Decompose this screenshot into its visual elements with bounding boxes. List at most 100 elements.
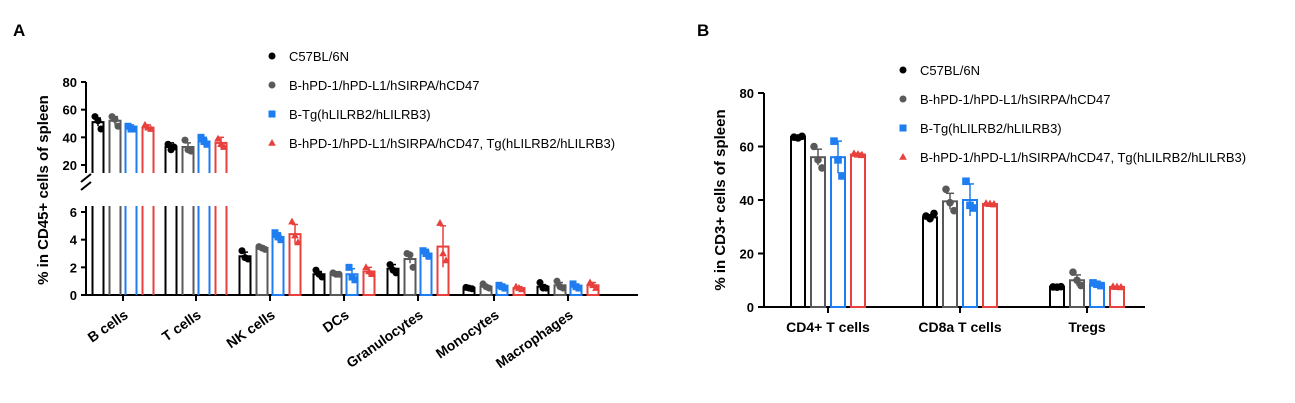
- panel-a-bar: [141, 206, 155, 295]
- panel-a-legend-marker: [268, 52, 276, 60]
- panel-a-data-point: [425, 252, 433, 260]
- panel-a-axis-break-mark: [80, 173, 92, 183]
- panel-b-y-title: % in CD3+ cells of spleen: [712, 109, 729, 290]
- panel-a-data-point: [436, 219, 444, 226]
- panel-a-data-point: [214, 134, 222, 142]
- panel-a-data-point: [406, 251, 414, 259]
- panel-b-legend: C57BL/6N B-hPD-1/hPD-L1/hSIRPA/hCD47 B-Tg(…: [899, 63, 1246, 165]
- panel-a-bar: [164, 206, 178, 295]
- panel-a-data-point: [294, 238, 302, 246]
- panel-a-bar: [271, 235, 285, 296]
- panel-a-data-point: [147, 125, 155, 132]
- panel-a-legend-label: B-hPD-1/hPD-L1/hSIRPA/hCD47: [289, 78, 480, 93]
- panel-b-data-point: [989, 199, 999, 208]
- panel-a-data-point: [130, 125, 138, 133]
- panel-b-legend-label: B-Tg(hLILRB2/hLILRB3): [920, 121, 1062, 136]
- panel-b-data-point: [1116, 282, 1126, 291]
- panel-b-data-point: [1093, 280, 1101, 289]
- panel-b-bar: [982, 203, 998, 308]
- panel-a-y-tick-label: 2: [70, 260, 77, 275]
- panel-a-legend-marker: [268, 81, 276, 89]
- panel-b-data-point: [830, 137, 838, 145]
- panel-b-data-point: [946, 198, 954, 207]
- panel-b-bar: [942, 200, 958, 308]
- panel-a-y-tick-label: 40: [63, 130, 77, 145]
- panel-a-data-point: [345, 263, 353, 271]
- panel-a-y-tick-label: 6: [70, 205, 77, 220]
- panel-b-data-point: [966, 201, 974, 210]
- panel-a-bar: [214, 206, 228, 295]
- panel-a-category-label: B cells: [85, 306, 131, 345]
- panel-a-y-tick-label: 4: [70, 233, 78, 248]
- panel-a-y-tick-label: 80: [63, 75, 77, 90]
- panel-b-data-point: [1097, 281, 1105, 290]
- panel-b-bar: [810, 156, 826, 308]
- panel-b-data-point: [857, 150, 867, 159]
- panel-a-letter: A: [13, 21, 25, 40]
- panel-a-data-point: [170, 143, 178, 151]
- panel-a-bar: [181, 206, 195, 295]
- panel-b-y-tick-label: 0: [747, 300, 754, 315]
- panel-a-data-point: [335, 270, 343, 278]
- panel-a-data-point: [518, 285, 526, 293]
- panel-a-data-point: [164, 140, 172, 148]
- panel-a-data-point: [542, 284, 550, 292]
- panel-b-data-point: [1073, 276, 1081, 285]
- panel-a-data-point: [220, 142, 228, 150]
- panel-a-data-point: [409, 263, 417, 271]
- panel-a-bar: [108, 206, 122, 295]
- panel-a-data-point: [501, 284, 509, 292]
- panel-a-category-label: T cells: [159, 306, 204, 344]
- panel-a-data-point: [261, 245, 269, 253]
- panel-a-legend: C57BL/6N B-hPD-1/hPD-L1/hSIRPA/hCD47 B-Tg(…: [268, 49, 615, 151]
- panel-b-legend-label: B-hPD-1/hPD-L1/hSIRPA/hCD47: [920, 92, 1111, 107]
- panel-a-legend-marker: [268, 110, 276, 118]
- panel-a-y-tick-label: 60: [63, 103, 77, 118]
- panel-b-legend-marker: [899, 66, 907, 74]
- panel-a-data-point: [203, 140, 211, 148]
- panel-b-y-tick-label: 60: [740, 140, 754, 155]
- panel-a-data-point: [94, 117, 102, 125]
- panel-a-data-point: [244, 255, 252, 263]
- panel-b-chart: 0 20 40 60 80 CD4+ T cells CD8a T cells Tregs: [740, 86, 1145, 335]
- panel-a-category-label: NK cells: [223, 306, 278, 351]
- panel-b-data-point: [810, 142, 818, 151]
- panel-a-y-tick-label: 0: [70, 288, 77, 303]
- panel-a-data-point: [362, 263, 370, 271]
- panel-b-data-point: [818, 164, 826, 172]
- panel-a-data-point: [592, 284, 600, 291]
- panel-b-data-point: [926, 214, 934, 223]
- panel-b-data-point: [1077, 281, 1085, 290]
- panel-b-data-point: [798, 132, 806, 141]
- panel-b-data-point: [950, 206, 958, 215]
- panel-a-data-point: [442, 256, 450, 264]
- panel-a-data-point: [187, 147, 195, 155]
- panel-a-data-point: [277, 236, 285, 244]
- panel-a-category-label: Monocytes: [433, 306, 502, 361]
- panel-b-data-point: [1057, 282, 1065, 291]
- panel-a-data-point: [392, 269, 400, 277]
- panel-b-category-label: CD8a T cells: [918, 319, 1001, 335]
- panel-b-data-point: [814, 156, 822, 164]
- panel-a-data-point: [575, 284, 583, 292]
- panel-a-bar: [197, 206, 211, 295]
- panel-a-legend-label: B-Tg(hLILRB2/hLILRB3): [289, 107, 431, 122]
- panel-b-data-point: [838, 172, 846, 180]
- panel-a-data-point: [238, 247, 246, 255]
- panel-b-bar: [922, 216, 938, 308]
- panel-b-legend-marker: [899, 124, 907, 132]
- panel-a-data-point: [439, 249, 447, 257]
- panel-a-bar: [91, 206, 105, 295]
- panel-b-category-label: CD4+ T cells: [786, 319, 870, 335]
- panel-a-data-point: [368, 270, 376, 278]
- panel-a-category-label: Macrophages: [493, 306, 576, 371]
- panel-b-data-point: [970, 204, 978, 212]
- panel-b-legend-label: B-hPD-1/hPD-L1/hSIRPA/hCD47, Tg(hLILRB2/…: [920, 150, 1246, 165]
- panel-a-data-point: [181, 136, 189, 144]
- panel-a-data-point: [318, 273, 326, 281]
- panel-a-data-point: [485, 284, 493, 292]
- panel-a-data-point: [271, 229, 279, 237]
- panel-b-bar: [790, 136, 806, 308]
- panel-a-bar: [255, 246, 269, 296]
